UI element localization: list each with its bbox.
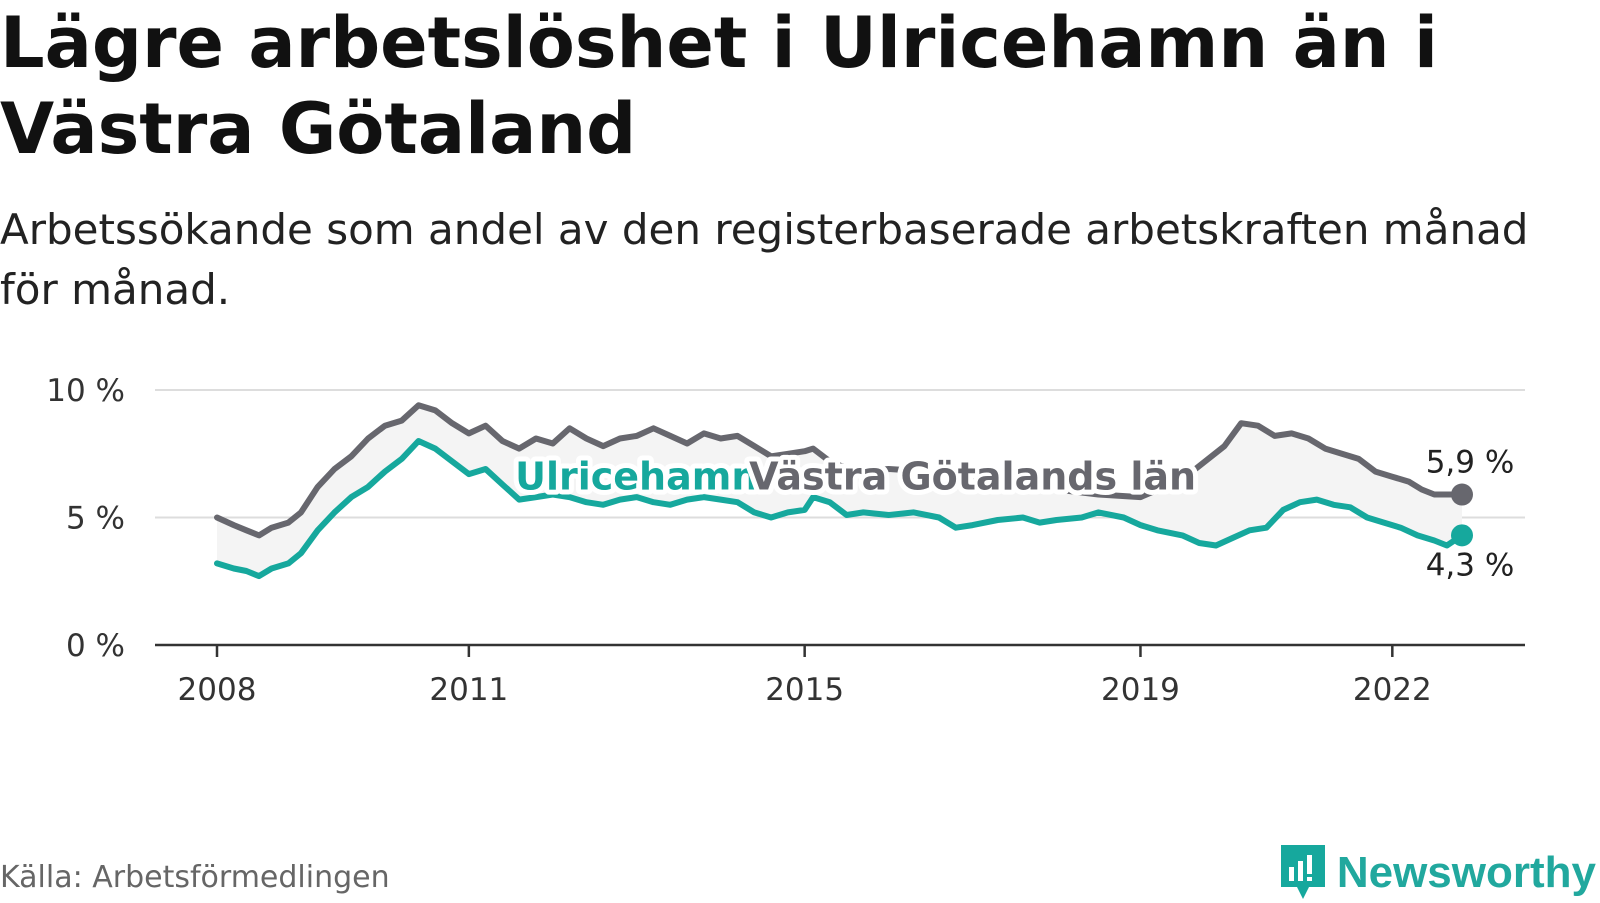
y-tick-label-0: 0 % [66,628,125,664]
source-note: Källa: Arbetsförmedlingen [0,860,390,895]
series-line-vastra-gotaland [214,402,1465,539]
series-label-ulricehamn: Ulricehamn [515,455,758,499]
chart-subtitle: Arbetssökande som andel av den registerb… [0,205,1529,314]
x-tick-label-2015: 2015 [765,672,844,708]
brand-name: Newsworthy [1336,848,1596,897]
x-tick-label-2008: 2008 [178,672,257,708]
y-tick-label-5: 5 % [66,501,125,537]
brand-logo: Newsworthy [1279,843,1596,903]
gridlines [155,389,1525,519]
end-label-vastra-gotaland: 5,9 % [1426,445,1515,481]
series-label-vastra-gotaland: Västra Götalands län [749,455,1196,499]
end-label-ulricehamn: 4,3 % [1426,547,1515,583]
x-tick-label-2011: 2011 [429,672,508,708]
gap-band-layer [217,405,1462,576]
end-marker-ulricehamn [1451,524,1473,547]
series-lines [214,402,1473,580]
x-tick-label-2022: 2022 [1353,672,1432,708]
chart-title: Lägre arbetslöshet i Ulricehamn än i Väs… [0,2,1439,170]
axes: 0 % 5 % 10 % 2008 2011 2015 2019 2022 [46,373,1525,708]
x-tick-label-2019: 2019 [1101,672,1180,708]
y-tick-label-10: 10 % [46,373,125,409]
newsworthy-logo-icon [1280,845,1325,899]
end-marker-vastra-gotaland [1451,483,1473,506]
gap-band [217,405,1462,576]
series-line-ulricehamn [214,438,1465,580]
